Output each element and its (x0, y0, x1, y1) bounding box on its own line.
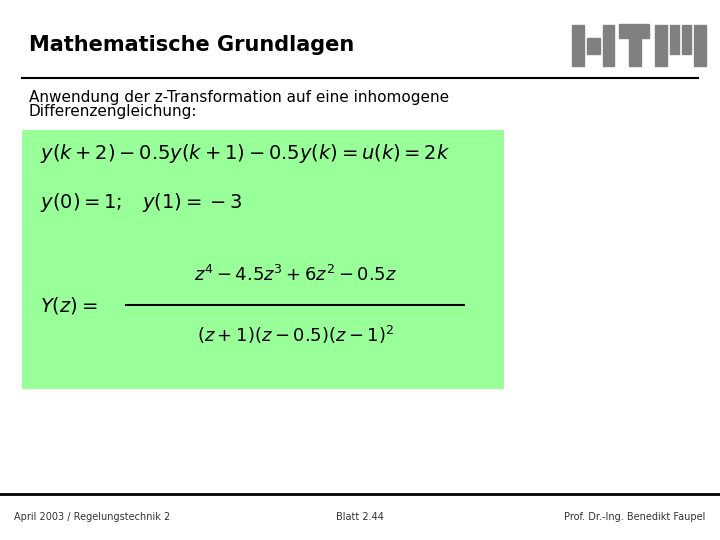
Bar (587, 38, 600, 54)
Bar (682, 25, 691, 54)
Bar (629, 38, 641, 66)
Text: Anwendung der z-Transformation auf eine inhomogene: Anwendung der z-Transformation auf eine … (29, 90, 449, 105)
Text: $y(0) = 1; \;\;\; y(1) = -3$: $y(0) = 1; \;\;\; y(1) = -3$ (40, 191, 242, 214)
Text: $Y(z) = $: $Y(z) = $ (40, 295, 97, 315)
Bar (603, 25, 614, 66)
Text: Mathematische Grundlagen: Mathematische Grundlagen (29, 35, 354, 56)
Text: Differenzengleichung:: Differenzengleichung: (29, 104, 197, 119)
Bar (22, 130, 504, 389)
Text: Blatt 2.44: Blatt 2.44 (336, 512, 384, 522)
Bar (619, 24, 649, 38)
Text: $y(k+2) - 0.5y(k+1) - 0.5y(k) = u(k) = 2k$: $y(k+2) - 0.5y(k+1) - 0.5y(k) = u(k) = 2… (40, 143, 450, 165)
Text: April 2003 / Regelungstechnik 2: April 2003 / Regelungstechnik 2 (14, 512, 171, 522)
Bar (655, 25, 667, 66)
Bar (694, 25, 706, 66)
Bar (572, 25, 584, 66)
Text: $z^4 - 4.5z^3 + 6z^2 - 0.5z$: $z^4 - 4.5z^3 + 6z^2 - 0.5z$ (194, 265, 397, 286)
Bar (670, 25, 679, 54)
Text: Prof. Dr.-Ing. Benedikt Faupel: Prof. Dr.-Ing. Benedikt Faupel (564, 512, 706, 522)
Text: $(z+1)(z-0.5)(z-1)^2$: $(z+1)(z-0.5)(z-1)^2$ (197, 324, 394, 346)
